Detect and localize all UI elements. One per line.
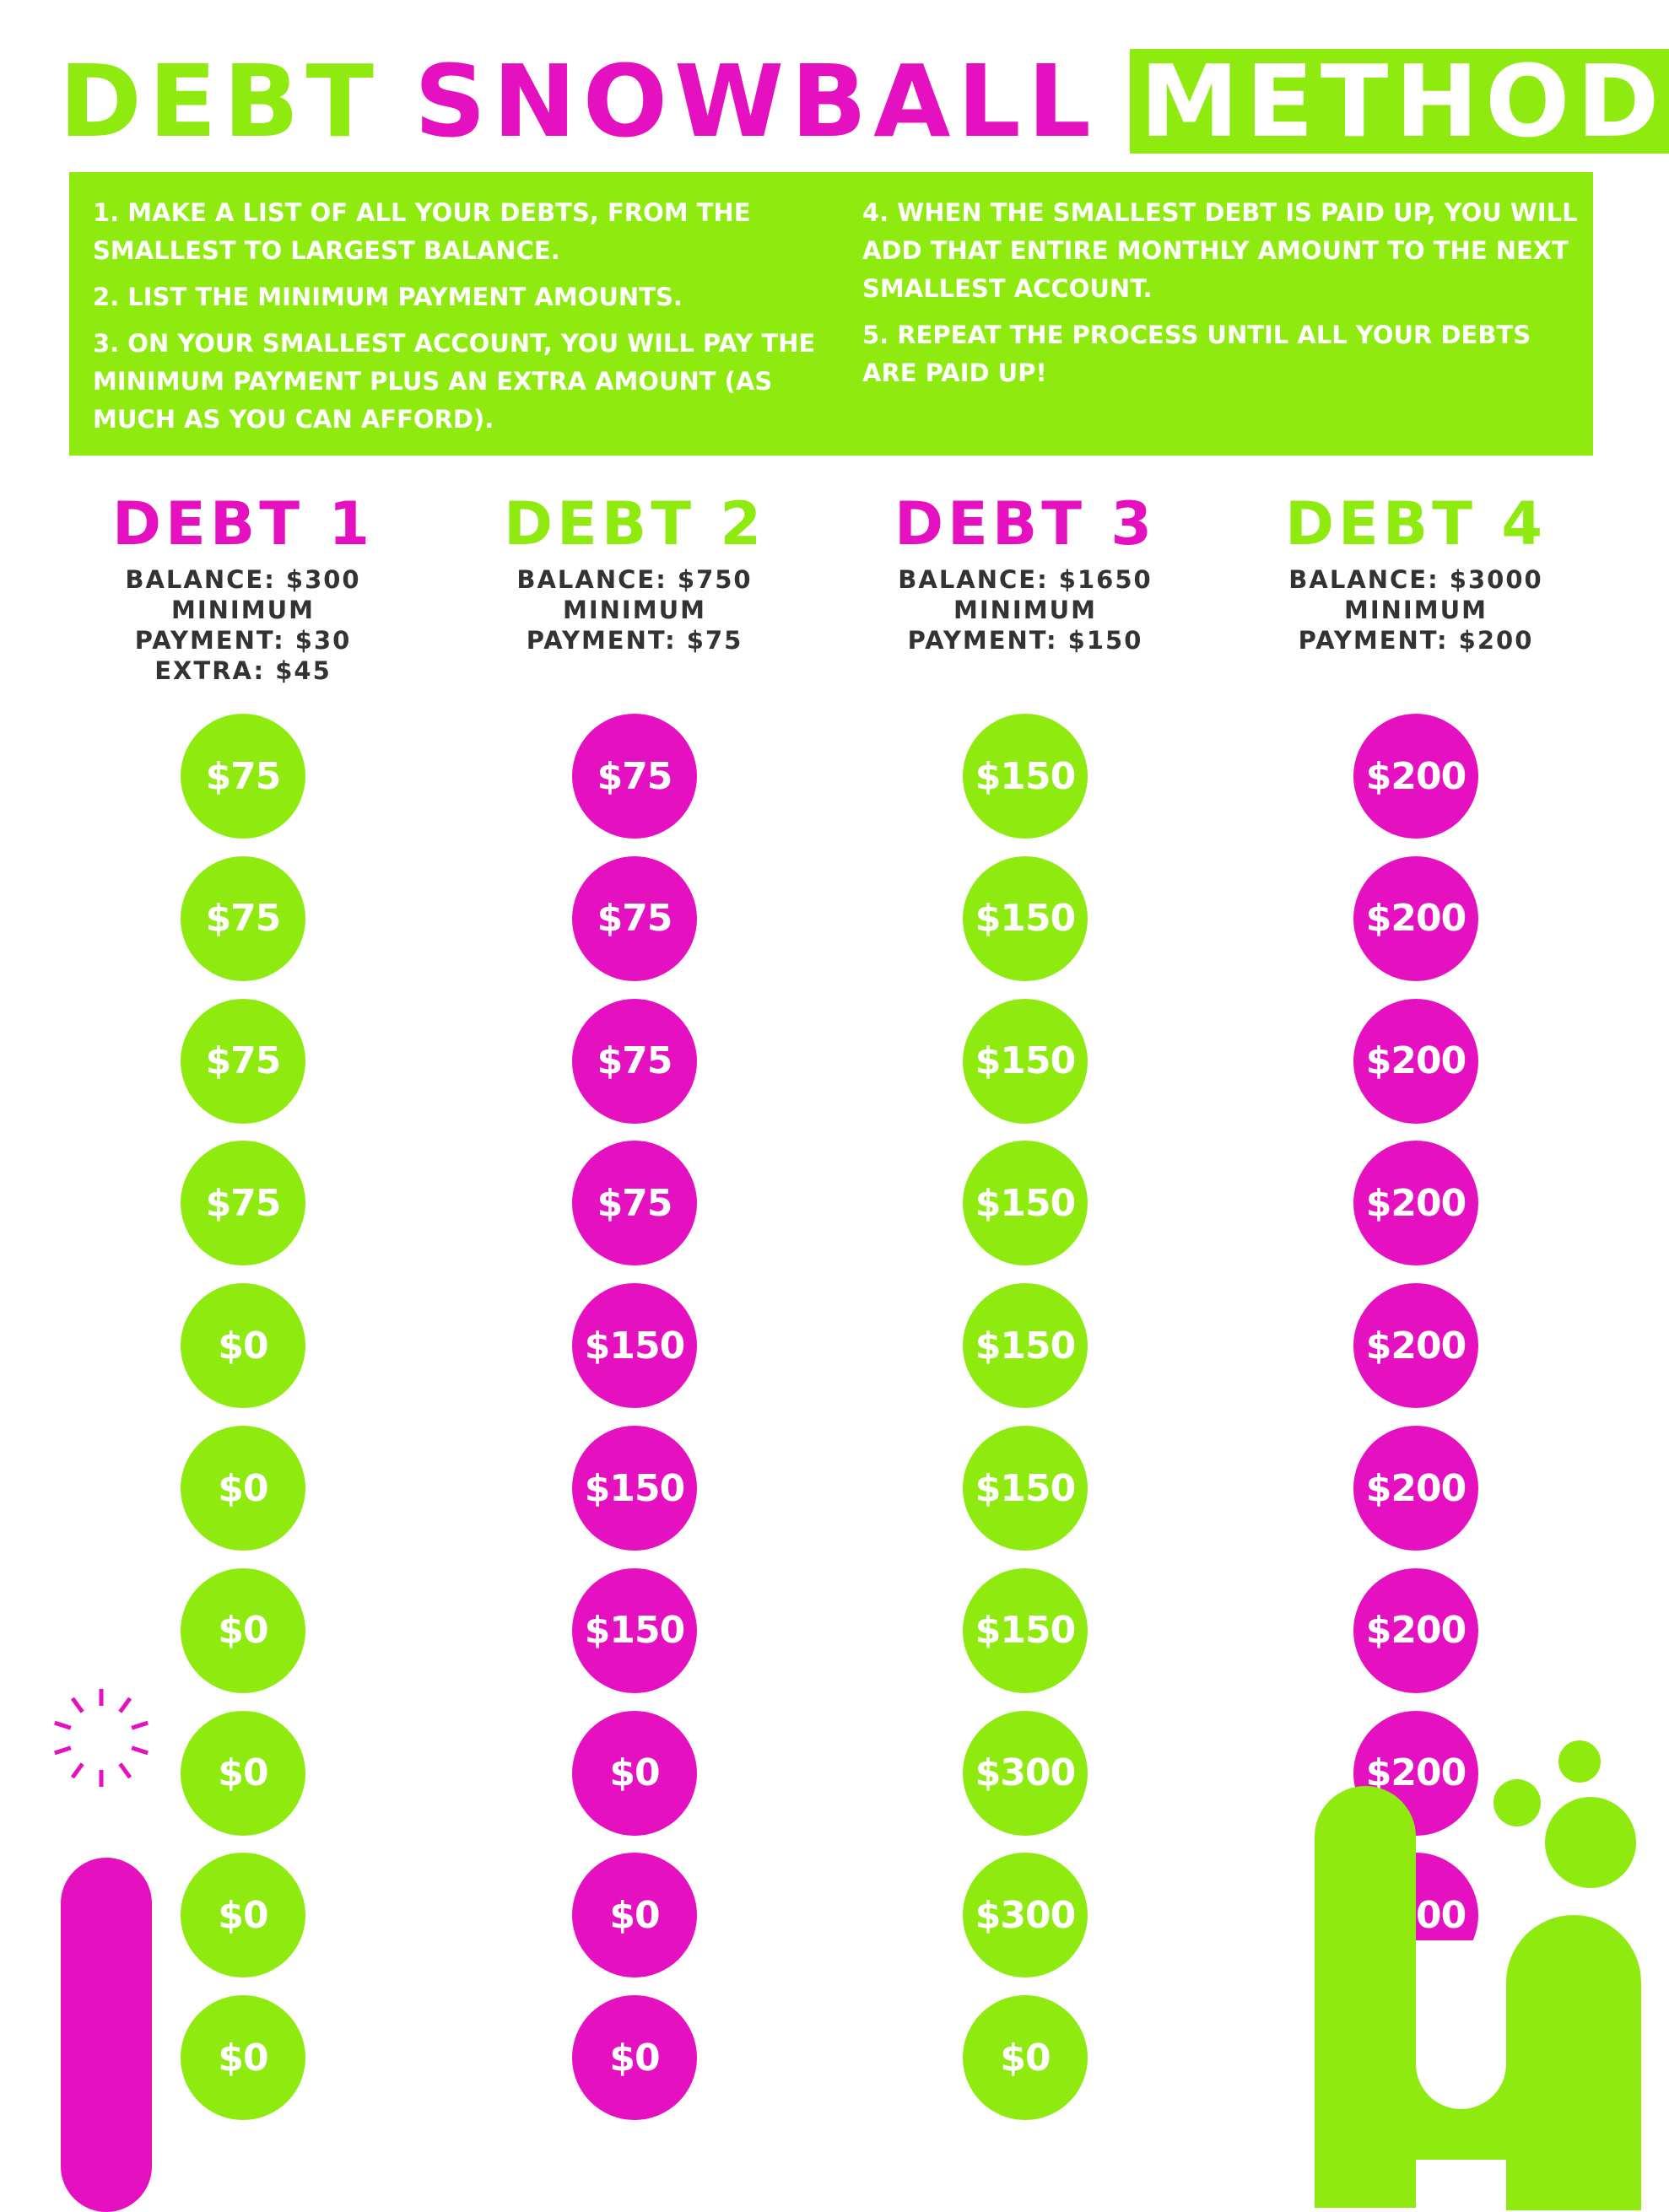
payment-circle: $150 bbox=[963, 1567, 1088, 1693]
payment-circle: $75 bbox=[572, 998, 697, 1124]
debt-info: BALANCE: $1650 MINIMUM PAYMENT: $150 bbox=[840, 564, 1211, 656]
debt-title: DEBT 3 bbox=[894, 489, 1157, 558]
sparkle-ray bbox=[131, 1745, 149, 1756]
instruction-step: 2. LIST THE MINIMUM PAYMENT AMOUNTS. bbox=[93, 283, 683, 311]
payment-circle: $0 bbox=[181, 1995, 305, 2121]
payment-circle: $200 bbox=[1353, 1567, 1478, 1693]
debt-info-line: PAYMENT: $200 bbox=[1298, 626, 1534, 655]
debt-header-2: DEBT 2 BALANCE: $750 MINIMUM PAYMENT: $75 bbox=[449, 494, 820, 656]
payment-circle: $200 bbox=[1353, 1283, 1478, 1409]
payment-circle: $0 bbox=[181, 1283, 305, 1409]
debt-info-line: PAYMENT: $150 bbox=[907, 626, 1143, 655]
payment-circle: $0 bbox=[572, 1995, 697, 2121]
payment-circle: $75 bbox=[181, 998, 305, 1124]
sparkle-ray bbox=[131, 1720, 149, 1730]
green-bubble-large bbox=[1545, 1797, 1636, 1888]
instruction-step: 5. REPEAT THE PROCESS UNTIL ALL YOUR DEB… bbox=[862, 321, 1531, 387]
instructions-right: 4. WHEN THE SMALLEST DEBT IS PAID UP, YO… bbox=[862, 194, 1588, 401]
sparkle-ray bbox=[118, 1762, 132, 1779]
debt-info-line: BALANCE: $300 bbox=[125, 565, 361, 594]
payment-circle: $150 bbox=[963, 998, 1088, 1124]
title-debt: DEBT bbox=[59, 43, 381, 159]
payment-circle: $150 bbox=[963, 1141, 1088, 1266]
instruction-step: 1. MAKE A LIST OF ALL YOUR DEBTS, FROM T… bbox=[93, 198, 751, 265]
debt-info: BALANCE: $750 MINIMUM PAYMENT: $75 bbox=[449, 564, 820, 656]
payment-circle: $75 bbox=[572, 1141, 697, 1266]
title-snowball: SNOWBALL bbox=[414, 43, 1098, 159]
green-bubble-small bbox=[1558, 1740, 1601, 1783]
payment-circle: $150 bbox=[572, 1426, 697, 1551]
payment-circle: $75 bbox=[572, 855, 697, 981]
title-method: METHOD bbox=[1129, 43, 1669, 159]
payment-circle: $150 bbox=[572, 1283, 697, 1409]
payment-circle: $75 bbox=[181, 714, 305, 839]
sparkle-ray bbox=[54, 1745, 72, 1756]
payment-circle: $0 bbox=[572, 1853, 697, 1978]
sparkle-ray bbox=[70, 1697, 84, 1713]
instructions-box: 1. MAKE A LIST OF ALL YOUR DEBTS, FROM T… bbox=[69, 172, 1593, 456]
payment-circle: $150 bbox=[963, 1283, 1088, 1409]
debt-info: BALANCE: $300 MINIMUM PAYMENT: $30 EXTRA: $… bbox=[57, 564, 429, 686]
debt-header-4: DEBT 4 BALANCE: $3000 MINIMUM PAYMENT: $200 bbox=[1230, 494, 1601, 656]
debt-title: DEBT 4 bbox=[1284, 489, 1547, 558]
payment-circle: $0 bbox=[181, 1853, 305, 1978]
payment-circle: $0 bbox=[572, 1710, 697, 1836]
magenta-pill-decoration bbox=[61, 1858, 152, 2212]
debt-info-line: MINIMUM bbox=[1344, 596, 1488, 624]
debt-info-line: MINIMUM bbox=[171, 596, 315, 624]
debt-title: DEBT 2 bbox=[503, 489, 766, 558]
payment-circle: $0 bbox=[963, 1995, 1088, 2121]
payment-circle: $200 bbox=[1353, 855, 1478, 981]
payment-circle: $200 bbox=[1353, 998, 1478, 1124]
debt-info-line: BALANCE: $3000 bbox=[1288, 565, 1543, 594]
debt-info-line: BALANCE: $750 bbox=[516, 565, 753, 594]
payment-circle: $75 bbox=[181, 1141, 305, 1266]
payment-circle: $0 bbox=[181, 1567, 305, 1693]
payment-circle: $200 bbox=[1353, 1141, 1478, 1266]
sparkle-ray bbox=[54, 1720, 72, 1730]
page-title: DEBT SNOWBALL METHOD bbox=[59, 43, 1669, 159]
green-bubble-medium bbox=[1493, 1779, 1541, 1826]
payment-circle: $75 bbox=[572, 714, 697, 839]
debt-info-line: EXTRA: $45 bbox=[154, 656, 332, 685]
debt-title: DEBT 1 bbox=[111, 489, 375, 558]
debt-header-3: DEBT 3 BALANCE: $1650 MINIMUM PAYMENT: $150 bbox=[840, 494, 1211, 656]
payment-circle: $300 bbox=[963, 1710, 1088, 1836]
payment-circle: $150 bbox=[963, 855, 1088, 981]
debt-header-1: DEBT 1 BALANCE: $300 MINIMUM PAYMENT: $30 EX… bbox=[57, 494, 429, 686]
sparkle-icon bbox=[54, 1689, 149, 1787]
payment-circle: $200 bbox=[1353, 714, 1478, 839]
payment-circle: $150 bbox=[572, 1567, 697, 1693]
white-notch bbox=[1416, 1940, 1506, 2109]
debt-info: BALANCE: $3000 MINIMUM PAYMENT: $200 bbox=[1230, 564, 1601, 656]
instruction-step: 3. ON YOUR SMALLEST ACCOUNT, YOU WILL PA… bbox=[93, 329, 816, 434]
payment-circle: $0 bbox=[181, 1426, 305, 1551]
debt-info-line: PAYMENT: $30 bbox=[134, 626, 352, 655]
payment-circle: $300 bbox=[963, 1853, 1088, 1978]
payment-circle: $150 bbox=[963, 714, 1088, 839]
payment-circle: $150 bbox=[963, 1426, 1088, 1551]
debt-info-line: BALANCE: $1650 bbox=[898, 565, 1153, 594]
payment-circle: $0 bbox=[181, 1710, 305, 1836]
instruction-step: 4. WHEN THE SMALLEST DEBT IS PAID UP, YO… bbox=[862, 198, 1578, 303]
debt-info-line: PAYMENT: $75 bbox=[526, 626, 743, 655]
debt-info-line: MINIMUM bbox=[953, 596, 1097, 624]
sparkle-ray bbox=[118, 1697, 132, 1713]
sparkle-ray bbox=[70, 1762, 84, 1779]
debt-info-line: MINIMUM bbox=[563, 596, 706, 624]
payment-circle: $200 bbox=[1353, 1426, 1478, 1551]
payment-circle: $200 bbox=[1353, 1710, 1478, 1836]
instructions-left: 1. MAKE A LIST OF ALL YOUR DEBTS, FROM T… bbox=[93, 194, 818, 447]
payment-circle: $75 bbox=[181, 855, 305, 981]
